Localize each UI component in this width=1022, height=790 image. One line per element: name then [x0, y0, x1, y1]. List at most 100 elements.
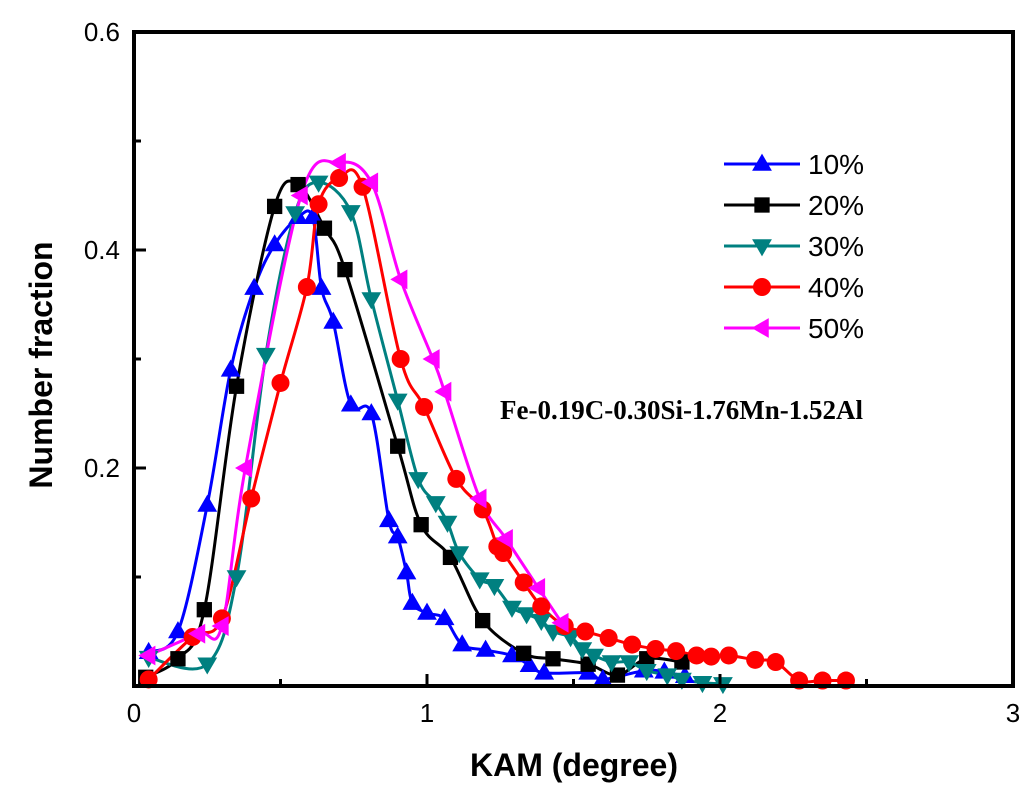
series-50pct-point: [188, 623, 206, 644]
series-40pct-point: [667, 642, 686, 661]
series-20pct-point: [413, 517, 429, 533]
series-50pct-point: [527, 578, 546, 598]
series-50pct-point: [469, 488, 487, 509]
series-10pct-point: [534, 662, 555, 680]
x-tick-label: 0: [127, 698, 141, 728]
series-50pct-point: [290, 185, 308, 206]
legend-item-50pct: 50%: [724, 313, 864, 344]
series-10pct-point: [264, 234, 285, 252]
x-tick-label: 1: [420, 698, 434, 728]
series-30pct-point: [387, 393, 408, 411]
series-10pct-point: [361, 403, 382, 421]
series-30pct-point: [285, 206, 306, 224]
legend-marker: [751, 318, 769, 338]
series-30pct-point: [502, 600, 522, 618]
series-20pct-point: [170, 651, 186, 667]
legend-item-30pct: 30%: [724, 231, 864, 262]
series-30pct-point: [340, 205, 361, 223]
series-50pct-point: [434, 381, 452, 402]
legend-marker: [754, 197, 770, 213]
legend-item-40pct: 40%: [724, 272, 864, 303]
series-30pct-points: [138, 175, 733, 695]
legend: 10% 20% 30% 40% 50%: [724, 149, 864, 344]
series-30pct-point: [408, 472, 429, 490]
legend-label: 10%: [808, 149, 864, 180]
series-10pct-point: [197, 494, 218, 512]
series-40pct-point: [719, 646, 738, 665]
series-30pct-point: [425, 496, 446, 514]
series-30pct-point: [636, 663, 657, 682]
series-20pct-point: [516, 645, 532, 661]
series-40pct-point: [494, 544, 513, 563]
series-30pct-point: [584, 648, 604, 666]
series-30pct-point: [226, 570, 247, 588]
series-40pct-point: [139, 670, 158, 689]
series-40pct-point: [599, 629, 618, 648]
series-40pct-point: [702, 647, 721, 666]
y-tick-label: 0.4: [84, 235, 120, 265]
series-20pct-point: [228, 378, 245, 394]
legend-item-10pct: 10%: [724, 149, 864, 180]
series-20pct-point: [337, 261, 353, 278]
series-10pct-point: [434, 608, 455, 626]
series-40pct-point: [391, 350, 410, 368]
series-20pct-point: [196, 602, 212, 618]
legend-label: 20%: [808, 190, 864, 221]
series-50pct-point: [422, 349, 440, 369]
series-40pct-point: [514, 573, 533, 592]
series-markers: [138, 152, 855, 695]
series-20pct-point: [390, 438, 406, 454]
series-10pct-point: [302, 206, 323, 225]
series-30pct-point: [255, 347, 276, 365]
series-40pct-point: [746, 650, 765, 669]
series-30pct-point: [572, 642, 593, 660]
alloy-composition-annotation: Fe-0.19C-0.30Si-1.76Mn-1.52Al: [500, 395, 863, 425]
legend-label: 50%: [808, 313, 864, 344]
y-tick-label: 0.2: [84, 453, 120, 483]
series-40pct-point: [687, 646, 706, 665]
series-40pct-point: [532, 597, 551, 616]
series-20pct-point: [266, 198, 283, 215]
series-50pct-point: [138, 645, 156, 666]
tick-labels: 0 1 2 3 0.2 0.4 0.6: [84, 17, 1020, 728]
series-50pct-points: [138, 152, 569, 666]
series-10pct-point: [452, 634, 473, 652]
series-10pct-point: [396, 562, 417, 580]
series-20pct-point: [609, 667, 626, 683]
series-50pct-point: [234, 458, 253, 478]
series-30pct-point: [531, 613, 552, 631]
series-50pct-point: [551, 612, 569, 633]
legend-marker: [752, 239, 772, 257]
series-10pct-point: [417, 602, 437, 620]
series-10pct-point: [168, 621, 188, 639]
series-40pct-point: [271, 373, 290, 392]
series-10pct-point: [379, 509, 399, 528]
series-30pct-point: [308, 175, 329, 193]
series-10pct-point: [323, 311, 344, 329]
series-10pct-point: [340, 394, 361, 412]
series-50pct-point: [495, 528, 513, 549]
series-40pct-point: [309, 195, 328, 214]
series-30pct-point: [657, 668, 678, 686]
series-40pct-point: [766, 653, 785, 672]
series-30pct-point: [437, 515, 458, 533]
legend-label: 40%: [808, 272, 864, 303]
series-10pct-point: [402, 592, 423, 610]
series-40pct-point: [297, 278, 316, 297]
series-10pct-point: [387, 526, 408, 544]
series-10pct-point: [519, 654, 540, 673]
x-tick-label: 2: [713, 698, 727, 728]
series-50pct-point: [328, 152, 346, 173]
series-40pct-point: [330, 169, 349, 188]
series-10pct-point: [475, 639, 496, 657]
series-40pct-point: [447, 469, 466, 488]
y-axis-title: Number fraction: [23, 241, 59, 488]
series-10pct-point: [220, 359, 241, 377]
series-30pct-point: [619, 655, 640, 673]
series-40pct-point: [623, 635, 642, 654]
series-30pct-point: [516, 607, 537, 625]
series-40pct-point: [473, 500, 492, 519]
series-20pct-point: [475, 612, 491, 629]
series-10pct-point: [244, 277, 265, 295]
